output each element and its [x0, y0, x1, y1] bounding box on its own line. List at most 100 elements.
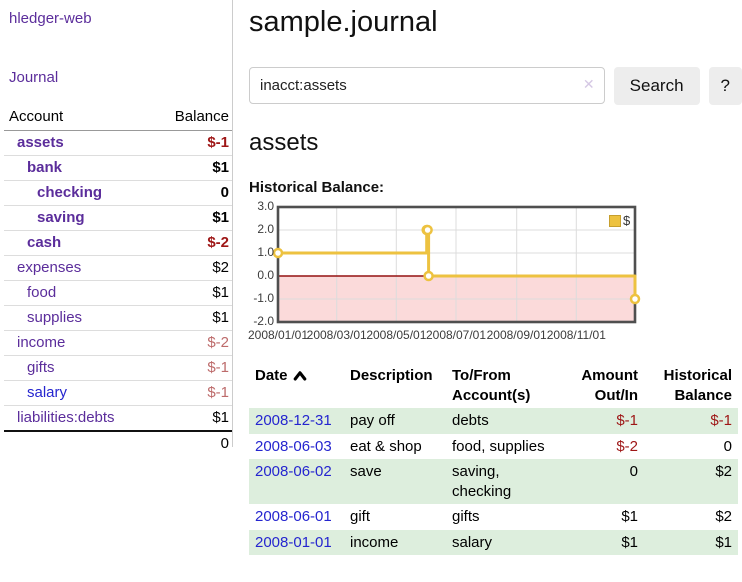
account-row: liabilities:debts $1: [4, 406, 232, 430]
register-row: 2008-06-01 gift gifts $1 $2: [249, 504, 738, 530]
account-row: income $-2: [4, 331, 232, 356]
account-row: checking 0: [4, 181, 232, 206]
account-balance: $-1: [207, 384, 229, 401]
search-button[interactable]: Search: [613, 67, 700, 105]
transaction-date-link[interactable]: 2008-12-31: [255, 412, 332, 429]
account-row: salary $-1: [4, 381, 232, 406]
transaction-date-link[interactable]: 2008-06-02: [255, 463, 332, 480]
account-row: expenses $2: [4, 256, 232, 281]
account-balance: $1: [212, 209, 229, 226]
account-heading: assets: [249, 129, 319, 156]
account-row: gifts $-1: [4, 356, 232, 381]
chart-plot-area[interactable]: [272, 205, 641, 324]
accounts-total: 0: [4, 430, 232, 456]
account-link-bank[interactable]: bank: [27, 159, 63, 176]
account-link-gifts[interactable]: gifts: [27, 359, 55, 376]
legend-swatch-icon: [609, 214, 621, 227]
account-row: saving $1: [4, 206, 232, 231]
transaction-accounts: gifts: [452, 508, 480, 525]
main-content: sample.journal ✕ Search ? assets Histori…: [248, 0, 742, 555]
transaction-amount: $1: [621, 508, 638, 525]
transaction-balance: $1: [715, 533, 732, 551]
transaction-accounts: food, supplies: [452, 437, 545, 455]
register-row: 2008-01-01 income salary $1 $1: [249, 529, 738, 555]
clear-search-icon[interactable]: ✕: [582, 76, 595, 92]
y-axis-tick-label: -2.0: [253, 314, 274, 328]
x-axis-tick-label: 2008/07/01: [425, 328, 487, 342]
account-row: bank $1: [4, 156, 232, 181]
account-balance: $1: [212, 409, 229, 426]
accounts-header-balance: Balance: [174, 108, 229, 125]
account-balance: $-1: [207, 359, 229, 376]
register-table: Date Description To/From Account(s) Amou…: [249, 363, 738, 555]
y-axis-tick-label: 1.0: [257, 245, 274, 259]
account-row: food $1: [4, 281, 232, 306]
transaction-amount: $-1: [616, 412, 638, 429]
transaction-amount: $1: [621, 533, 638, 551]
register-row: 2008-06-02 save saving, checking 0 $2: [249, 459, 738, 504]
column-header-description: Description: [350, 367, 433, 384]
account-balance: $-2: [207, 334, 229, 351]
search-box: ✕: [249, 67, 605, 105]
transaction-balance: 0: [723, 437, 732, 455]
transaction-date-link[interactable]: 2008-01-01: [255, 533, 332, 551]
account-link-income[interactable]: income: [17, 334, 66, 351]
app-title-link[interactable]: hledger-web: [9, 10, 92, 27]
account-link-salary[interactable]: salary: [27, 384, 68, 401]
account-row: cash $-2: [4, 231, 232, 256]
x-axis-tick-label: 2008/09/01: [486, 328, 547, 342]
transaction-accounts: debts: [452, 412, 489, 429]
accounts-table-header: Account Balance: [4, 105, 232, 131]
column-header-balance: Historical Balance: [663, 367, 732, 404]
account-link-supplies[interactable]: supplies: [27, 309, 83, 326]
sidebar: hledger-web Journal Account Balance asse…: [0, 0, 233, 452]
transaction-balance: $2: [715, 508, 732, 525]
date-header-label: Date: [255, 367, 288, 384]
y-axis-tick-label: 0.0: [257, 268, 274, 282]
account-row: supplies $1: [4, 306, 232, 331]
transaction-date-link[interactable]: 2008-06-03: [255, 437, 332, 455]
transaction-date-link[interactable]: 2008-06-01: [255, 508, 332, 525]
search-input[interactable]: [249, 67, 605, 104]
account-link-assets[interactable]: assets: [17, 134, 64, 151]
column-header-date[interactable]: Date: [249, 363, 344, 408]
transaction-balance: $2: [715, 463, 732, 480]
account-balance: $2: [212, 259, 229, 276]
account-link-food[interactable]: food: [27, 284, 57, 301]
account-row: assets $-1: [4, 131, 232, 156]
register-row: 2008-06-03 eat & shop food, supplies $-2 0: [249, 434, 738, 460]
register-header-row: Date Description To/From Account(s) Amou…: [249, 363, 738, 408]
account-link-liabilities-debts[interactable]: liabilities:debts: [17, 409, 115, 426]
transaction-accounts: saving, checking: [452, 463, 512, 500]
transaction-accounts: salary: [452, 533, 493, 551]
account-balance: $-1: [207, 134, 229, 151]
search-bar: ✕ Search ?: [249, 67, 742, 105]
transaction-description: eat & shop: [350, 437, 422, 455]
help-button[interactable]: ?: [708, 67, 742, 105]
x-axis-tick-label: 2008/03/01: [306, 328, 367, 342]
transaction-amount: 0: [629, 463, 638, 480]
account-link-checking[interactable]: checking: [37, 184, 103, 201]
account-balance: $1: [212, 309, 229, 326]
transaction-description: income: [350, 533, 399, 551]
chart-title: Historical Balance:: [249, 179, 385, 196]
transaction-balance: $-1: [710, 412, 732, 429]
column-header-amount: Amount Out/In: [581, 367, 638, 404]
accounts-header-account: Account: [9, 108, 64, 125]
register-row: 2008-12-31 pay off debts $-1 $-1: [249, 408, 738, 434]
x-axis-tick-label: 2008/11/01: [546, 328, 606, 342]
page-title: sample.journal: [249, 6, 438, 38]
sidebar-item-journal[interactable]: Journal: [9, 69, 59, 86]
account-link-saving[interactable]: saving: [37, 209, 85, 226]
x-axis-tick-label: 2008/01/01: [247, 328, 309, 342]
y-axis-tick-label: 3.0: [257, 199, 274, 213]
y-axis-tick-label: 2.0: [257, 222, 274, 236]
accounts-table: Account Balance assets $-1 bank $1 checking 0…: [4, 105, 232, 456]
account-link-expenses[interactable]: expenses: [17, 259, 82, 276]
transaction-description: gift: [350, 508, 371, 525]
account-balance: $1: [212, 159, 229, 176]
account-balance: 0: [220, 184, 229, 201]
account-link-cash[interactable]: cash: [27, 234, 62, 251]
historical-balance-chart[interactable]: -2.0 -1.0 0.0 1.0 2.0 3.0 2008/01/01 2008/03/01…: [248, 199, 729, 345]
